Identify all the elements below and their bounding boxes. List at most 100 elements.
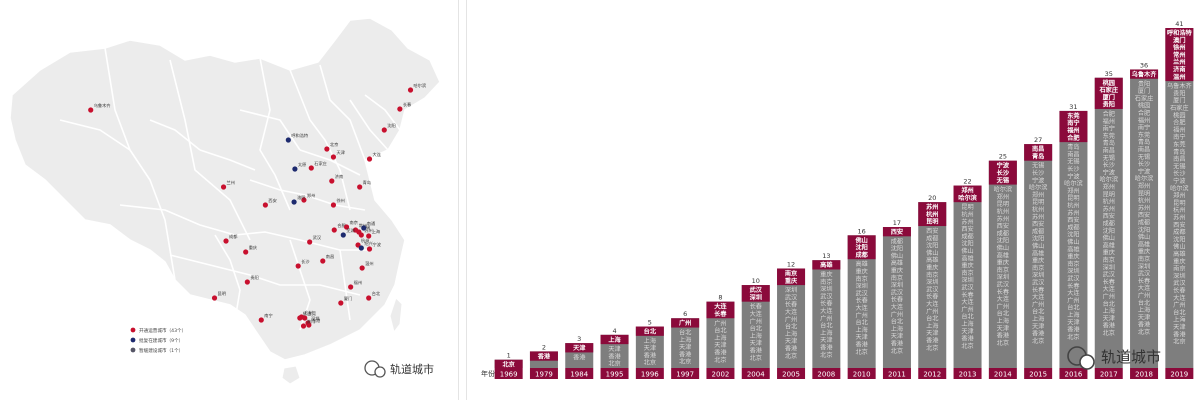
bar-value-label: 3	[577, 335, 581, 343]
existing-city-label: 郑州	[1138, 182, 1150, 190]
existing-city-label: 沈阳	[997, 237, 1009, 245]
bar-new-segment	[1130, 69, 1159, 79]
city-marker: 徐州	[330, 197, 345, 208]
city-label: 佛山	[303, 310, 311, 317]
new-city-label: 石家庄	[1098, 86, 1118, 94]
existing-city-label: 南宁	[1138, 124, 1150, 132]
city-dot	[297, 315, 303, 321]
existing-city-label: 南京	[1067, 260, 1079, 268]
city-label: 台北	[372, 290, 381, 297]
existing-city-label: 郑州	[997, 193, 1009, 201]
city-label: 太原	[298, 161, 306, 168]
existing-city-label: 台北	[926, 315, 939, 323]
existing-city-label: 杭州	[961, 210, 973, 218]
year-label: 2004	[747, 370, 765, 378]
city-dot	[361, 225, 367, 231]
year-bar-group: 22郑州哈尔滨昆明杭州苏州西安成都沈阳佛山高雄重庆南京深圳武汉长春大连广州台北上…	[953, 178, 982, 379]
existing-city-label: 高雄	[1032, 249, 1044, 257]
city-label: 沈阳	[387, 122, 395, 129]
city-label: 绍兴	[364, 240, 372, 247]
existing-city-label: 广州	[961, 305, 973, 313]
existing-city-label: 佛山	[926, 249, 938, 257]
existing-city-label: 深圳	[1138, 262, 1150, 270]
city-marker: 东莞	[302, 310, 316, 321]
existing-city-label: 沈阳	[926, 242, 938, 250]
legend-item: 暂缓建设城市（1个）	[130, 347, 183, 354]
year-label: 2008	[817, 370, 835, 378]
existing-city-label: 大连	[855, 304, 868, 312]
existing-city-label: 香港	[1138, 321, 1151, 329]
new-city-label: 武汉	[750, 286, 763, 294]
existing-city-label: 上海	[1067, 311, 1079, 319]
city-dot	[381, 127, 387, 133]
existing-city-label: 佛山	[1032, 242, 1044, 250]
existing-city-label: 天津	[1138, 313, 1150, 321]
city-marker: 佛山	[297, 310, 311, 321]
city-label: 澳门	[307, 318, 315, 325]
new-city-label: 常州	[1173, 51, 1185, 59]
existing-city-label: 上海	[785, 330, 797, 338]
existing-city-label: 北京	[820, 351, 832, 359]
bar-new-segment	[812, 260, 841, 270]
city-dot	[330, 202, 337, 208]
new-city-label: 福州	[1066, 127, 1079, 135]
year-box	[529, 368, 558, 379]
city-marker: 南宁	[258, 312, 273, 323]
city-marker: 济南	[329, 173, 343, 184]
existing-city-label: 长春	[785, 301, 797, 309]
existing-city-label: 石家庄	[1170, 104, 1189, 112]
new-city-label: 重庆	[785, 277, 798, 285]
bar-value-label: 13	[822, 252, 830, 260]
existing-city-label: 广州	[714, 319, 726, 327]
existing-city-label: 广州	[1103, 292, 1115, 300]
existing-city-label: 大连	[961, 298, 974, 306]
existing-city-label: 北京	[997, 339, 1009, 347]
year-box	[635, 368, 664, 379]
new-city-label: 桃园	[1103, 79, 1115, 87]
existing-city-label: 香港	[1067, 326, 1080, 334]
existing-city-label: 郑州	[1032, 191, 1044, 199]
bar-existing	[1059, 110, 1088, 369]
existing-city-label: 哈尔滨	[1135, 175, 1154, 183]
new-city-label: 澳门	[1173, 36, 1185, 44]
existing-city-label: 上海	[1032, 315, 1044, 323]
existing-city-label: 深圳	[926, 278, 938, 286]
bar-new-segment	[565, 343, 594, 353]
existing-city-label: 西安	[1032, 220, 1044, 228]
city-label: 香港	[312, 317, 321, 324]
new-city-label: 呼和浩特	[1167, 29, 1193, 37]
city-marker: 大连	[366, 151, 382, 162]
existing-city-label: 长春	[1067, 282, 1079, 290]
existing-city-label: 成都	[1138, 218, 1150, 226]
existing-city-label: 福州	[1173, 126, 1185, 134]
city-label: 哈尔滨	[414, 82, 427, 89]
city-label: 长春	[403, 101, 412, 108]
year-bar-group: 2香港 1979	[529, 343, 558, 379]
legend-label: 批复在建城市（9个）	[139, 337, 183, 344]
city-marker: 西安	[262, 197, 277, 208]
existing-city-label: 天津	[1032, 322, 1044, 330]
existing-city-label: 贵阳	[1173, 89, 1185, 97]
existing-city-label: 大连	[1173, 294, 1186, 302]
existing-city-label: 合肥	[1138, 109, 1150, 117]
existing-city-label: 哈尔滨	[994, 186, 1013, 194]
bar-value-label: 41	[1175, 20, 1183, 28]
city-dot	[324, 146, 330, 152]
year-box	[1094, 368, 1123, 379]
year-label: 1997	[676, 370, 694, 378]
new-city-label: 厦门	[1102, 93, 1115, 101]
existing-city-label: 广州	[1173, 301, 1185, 309]
city-label: 天津	[336, 149, 344, 156]
new-city-label: 乌鲁木齐	[1132, 70, 1158, 78]
existing-city-label: 宁波	[1173, 177, 1185, 185]
bar-new-segment	[1165, 28, 1194, 82]
existing-city-label: 北京	[714, 356, 726, 364]
city-dot	[366, 233, 372, 239]
bar-value-label: 20	[928, 194, 936, 202]
city-dot	[358, 232, 364, 238]
existing-city-label: 昆明	[1103, 191, 1115, 198]
bar-value-label: 1	[507, 352, 511, 360]
new-city-label: 青岛	[1032, 152, 1044, 160]
